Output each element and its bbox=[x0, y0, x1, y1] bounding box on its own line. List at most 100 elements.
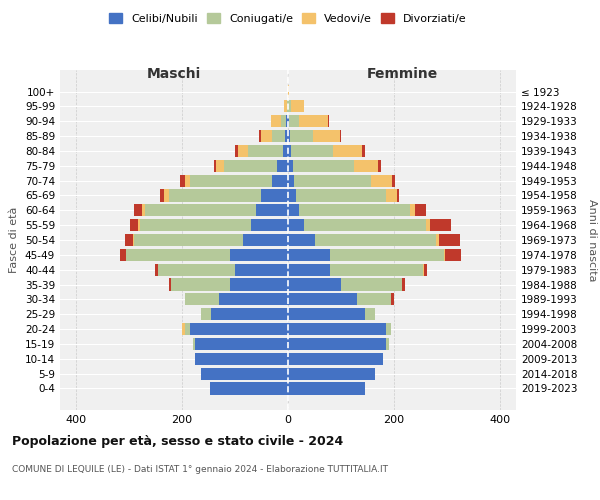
Bar bbox=[259, 130, 262, 142]
Bar bbox=[288, 130, 290, 142]
Bar bbox=[286, 115, 288, 128]
Bar bbox=[290, 100, 304, 112]
Bar bbox=[288, 145, 290, 157]
Bar bbox=[426, 219, 430, 231]
Bar bbox=[182, 323, 185, 335]
Bar bbox=[288, 160, 293, 172]
Bar bbox=[288, 323, 386, 335]
Bar bbox=[288, 308, 365, 320]
Bar bbox=[155, 264, 158, 276]
Bar bbox=[262, 130, 272, 142]
Bar bbox=[288, 264, 331, 276]
Bar bbox=[230, 278, 288, 290]
Bar bbox=[288, 219, 304, 231]
Bar bbox=[224, 160, 277, 172]
Bar bbox=[195, 352, 288, 365]
Bar bbox=[138, 219, 140, 231]
Bar bbox=[134, 204, 142, 216]
Bar bbox=[214, 160, 217, 172]
Bar bbox=[185, 323, 190, 335]
Bar bbox=[125, 234, 133, 246]
Bar bbox=[314, 234, 436, 246]
Bar bbox=[235, 145, 238, 157]
Text: Popolazione per età, sesso e stato civile - 2024: Popolazione per età, sesso e stato civil… bbox=[12, 435, 343, 448]
Bar bbox=[386, 338, 389, 350]
Bar bbox=[272, 174, 288, 186]
Bar bbox=[288, 249, 331, 261]
Bar bbox=[424, 264, 427, 276]
Bar bbox=[140, 219, 251, 231]
Bar bbox=[126, 249, 230, 261]
Bar bbox=[142, 204, 145, 216]
Bar bbox=[445, 249, 461, 261]
Bar bbox=[130, 219, 138, 231]
Text: Femmine: Femmine bbox=[367, 67, 437, 81]
Bar bbox=[195, 338, 288, 350]
Bar bbox=[219, 294, 288, 306]
Bar bbox=[181, 174, 185, 186]
Bar bbox=[238, 145, 248, 157]
Bar bbox=[283, 145, 288, 157]
Bar bbox=[392, 174, 395, 186]
Bar bbox=[193, 338, 195, 350]
Bar bbox=[328, 115, 329, 128]
Bar bbox=[158, 264, 235, 276]
Text: COMUNE DI LEQUILE (LE) - Dati ISTAT 1° gennaio 2024 - Elaborazione TUTTITALIA.IT: COMUNE DI LEQUILE (LE) - Dati ISTAT 1° g… bbox=[12, 465, 388, 474]
Bar bbox=[357, 294, 391, 306]
Bar bbox=[290, 145, 333, 157]
Bar bbox=[288, 100, 290, 112]
Bar bbox=[200, 368, 288, 380]
Bar bbox=[230, 249, 288, 261]
Legend: Celibi/Nubili, Coniugati/e, Vedovi/e, Divorziati/e: Celibi/Nubili, Coniugati/e, Vedovi/e, Di… bbox=[107, 10, 469, 26]
Bar bbox=[262, 190, 288, 202]
Bar bbox=[341, 278, 402, 290]
Bar bbox=[281, 115, 286, 128]
Bar bbox=[288, 174, 295, 186]
Bar bbox=[391, 294, 394, 306]
Bar bbox=[172, 278, 230, 290]
Bar bbox=[251, 219, 288, 231]
Bar bbox=[288, 86, 289, 98]
Bar bbox=[299, 115, 328, 128]
Bar bbox=[200, 308, 211, 320]
Bar bbox=[160, 190, 164, 202]
Bar bbox=[362, 145, 365, 157]
Bar bbox=[340, 130, 341, 142]
Bar bbox=[169, 190, 262, 202]
Bar bbox=[293, 160, 354, 172]
Bar bbox=[402, 278, 404, 290]
Bar bbox=[288, 190, 296, 202]
Bar bbox=[134, 234, 243, 246]
Bar bbox=[145, 204, 256, 216]
Bar bbox=[133, 234, 134, 246]
Bar bbox=[256, 204, 288, 216]
Bar bbox=[185, 294, 219, 306]
Bar bbox=[289, 115, 299, 128]
Bar bbox=[331, 249, 445, 261]
Bar bbox=[120, 249, 126, 261]
Bar bbox=[288, 234, 314, 246]
Text: Anni di nascita: Anni di nascita bbox=[587, 198, 597, 281]
Bar bbox=[243, 234, 288, 246]
Bar bbox=[386, 190, 397, 202]
Bar bbox=[185, 174, 190, 186]
Bar bbox=[277, 160, 288, 172]
Bar bbox=[290, 130, 313, 142]
Bar bbox=[304, 219, 426, 231]
Bar bbox=[415, 204, 426, 216]
Bar bbox=[211, 308, 288, 320]
Bar bbox=[333, 145, 362, 157]
Bar bbox=[190, 323, 288, 335]
Bar bbox=[284, 100, 287, 112]
Bar bbox=[169, 278, 172, 290]
Bar bbox=[365, 308, 376, 320]
Bar bbox=[272, 130, 286, 142]
Bar bbox=[248, 145, 283, 157]
Bar bbox=[288, 204, 299, 216]
Bar bbox=[288, 352, 383, 365]
Bar bbox=[296, 190, 386, 202]
Bar bbox=[209, 382, 288, 394]
Bar bbox=[397, 190, 400, 202]
Bar bbox=[288, 278, 341, 290]
Bar bbox=[190, 174, 272, 186]
